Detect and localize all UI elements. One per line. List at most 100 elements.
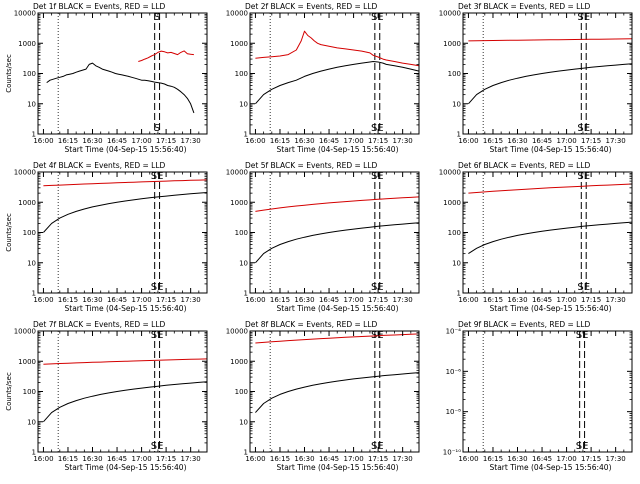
- y-tick-label: 10⁻⁸: [446, 408, 462, 416]
- x-tick-label: 16:00: [33, 137, 53, 145]
- x-tick-label: 17:15: [368, 137, 388, 145]
- panel-title: Det 2f BLACK = Events, RED = LLD: [245, 2, 378, 11]
- y-tick-label: 100: [235, 388, 248, 396]
- event-marker-label: S: [154, 12, 160, 23]
- chart-panel-9: Det 9f BLACK = Events, RED = LLDSESE10⁻¹…: [443, 320, 633, 472]
- x-axis-label: Start Time (04-Sep-15 15:56:40): [65, 145, 187, 154]
- x-tick-label: 16:45: [319, 137, 339, 145]
- x-tick-label: 17:00: [556, 296, 576, 304]
- chart-panel-3: Det 3f BLACK = Events, RED = LLDSESE1101…: [439, 2, 633, 154]
- x-tick-label: 16:45: [107, 137, 127, 145]
- y-axis-label: Counts/sec: [5, 54, 13, 93]
- x-tick-label: 16:15: [483, 137, 503, 145]
- events-series-line: [255, 222, 420, 264]
- x-tick-label: 16:15: [270, 137, 290, 145]
- chart-panel-6: Det 6f BLACK = Events, RED = LLDSESE1101…: [439, 161, 633, 313]
- x-tick-label: 17:30: [393, 137, 413, 145]
- panel-title: Det 1f BLACK = Events, RED = LLD: [33, 2, 166, 11]
- x-tick-label: 16:30: [507, 137, 527, 145]
- y-tick-label: 1000: [443, 199, 461, 207]
- y-tick-label: 1000: [230, 199, 248, 207]
- x-tick-label: 17:15: [581, 455, 601, 463]
- event-marker-label: SE: [151, 171, 164, 182]
- y-tick-label: 1: [244, 449, 248, 457]
- chart-panel-1: Det 1f BLACK = Events, RED = LLDSS110100…: [5, 2, 208, 154]
- y-tick-label: 100: [23, 388, 36, 396]
- x-tick-label: 16:30: [294, 137, 314, 145]
- lld-series-line: [468, 38, 633, 42]
- x-tick-label: 16:00: [458, 296, 478, 304]
- x-tick-label: 16:00: [33, 296, 53, 304]
- y-tick-label: 10: [239, 259, 248, 267]
- y-tick-label: 1000: [230, 40, 248, 48]
- y-tick-label: 10: [27, 259, 36, 267]
- y-tick-label: 100: [23, 229, 36, 237]
- x-axis-label: Start Time (04-Sep-15 15:56:40): [65, 463, 187, 472]
- event-marker-label: SE: [576, 330, 589, 341]
- x-tick-label: 16:30: [82, 137, 102, 145]
- x-tick-label: 16:30: [82, 296, 102, 304]
- x-tick-label: 17:00: [343, 455, 363, 463]
- events-series-line: [468, 63, 633, 105]
- event-marker-label: SE: [371, 171, 384, 182]
- x-tick-label: 17:15: [368, 296, 388, 304]
- plot-frame: [462, 330, 633, 453]
- y-tick-label: 1: [244, 290, 248, 298]
- event-marker-label: SE: [371, 123, 384, 134]
- plot-frame: [37, 12, 208, 135]
- panel-title: Det 9f BLACK = Events, RED = LLD: [458, 320, 591, 329]
- x-tick-label: 16:45: [532, 296, 552, 304]
- plot-frame: [249, 12, 420, 135]
- x-tick-label: 16:45: [319, 455, 339, 463]
- x-tick-label: 17:30: [181, 455, 201, 463]
- x-tick-label: 16:00: [245, 137, 265, 145]
- y-tick-label: 100: [235, 229, 248, 237]
- x-axis-label: Start Time (04-Sep-15 15:56:40): [277, 463, 399, 472]
- x-tick-label: 16:15: [58, 137, 78, 145]
- lld-series-line: [255, 30, 420, 67]
- x-tick-label: 17:00: [556, 137, 576, 145]
- event-marker-label: SE: [577, 171, 590, 182]
- y-tick-label: 1: [244, 131, 248, 139]
- y-tick-label: 10: [452, 259, 461, 267]
- events-series-line: [43, 381, 208, 423]
- x-tick-label: 16:15: [270, 455, 290, 463]
- y-tick-label: 1000: [443, 40, 461, 48]
- x-tick-label: 17:00: [556, 455, 576, 463]
- x-tick-label: 17:15: [368, 455, 388, 463]
- x-tick-label: 16:00: [245, 296, 265, 304]
- x-tick-label: 16:00: [33, 455, 53, 463]
- event-marker-label: SE: [151, 282, 164, 293]
- chart-panel-7: Det 7f BLACK = Events, RED = LLDSESE1101…: [5, 320, 208, 472]
- x-tick-label: 16:15: [270, 296, 290, 304]
- y-tick-label: 1000: [18, 40, 36, 48]
- lld-series-line: [43, 179, 208, 187]
- x-tick-label: 16:15: [483, 455, 503, 463]
- plot-frame: [37, 171, 208, 294]
- y-tick-label: 1000: [18, 358, 36, 366]
- x-tick-label: 16:15: [58, 296, 78, 304]
- y-tick-label: 10⁻⁶: [446, 368, 462, 376]
- x-axis-label: Start Time (04-Sep-15 15:56:40): [65, 304, 187, 313]
- y-tick-label: 1: [32, 449, 36, 457]
- x-tick-label: 16:30: [294, 296, 314, 304]
- x-axis-label: Start Time (04-Sep-15 15:56:40): [277, 145, 399, 154]
- y-tick-label: 100: [448, 229, 461, 237]
- x-tick-label: 17:15: [581, 137, 601, 145]
- y-tick-label: 10: [452, 100, 461, 108]
- x-tick-label: 16:15: [483, 296, 503, 304]
- lld-series-line: [138, 50, 194, 62]
- y-tick-label: 10000: [226, 169, 248, 177]
- event-marker-label: SE: [151, 330, 164, 341]
- chart-panel-2: Det 2f BLACK = Events, RED = LLDSESE1101…: [226, 2, 420, 154]
- x-tick-label: 17:00: [131, 455, 151, 463]
- panel-title: Det 3f BLACK = Events, RED = LLD: [458, 2, 591, 11]
- x-tick-label: 16:00: [458, 455, 478, 463]
- x-tick-label: 16:45: [107, 455, 127, 463]
- y-tick-label: 100: [448, 70, 461, 78]
- event-marker-label: SE: [371, 282, 384, 293]
- x-tick-label: 16:15: [58, 455, 78, 463]
- event-marker-label: SE: [577, 282, 590, 293]
- event-marker-label: SE: [371, 12, 384, 23]
